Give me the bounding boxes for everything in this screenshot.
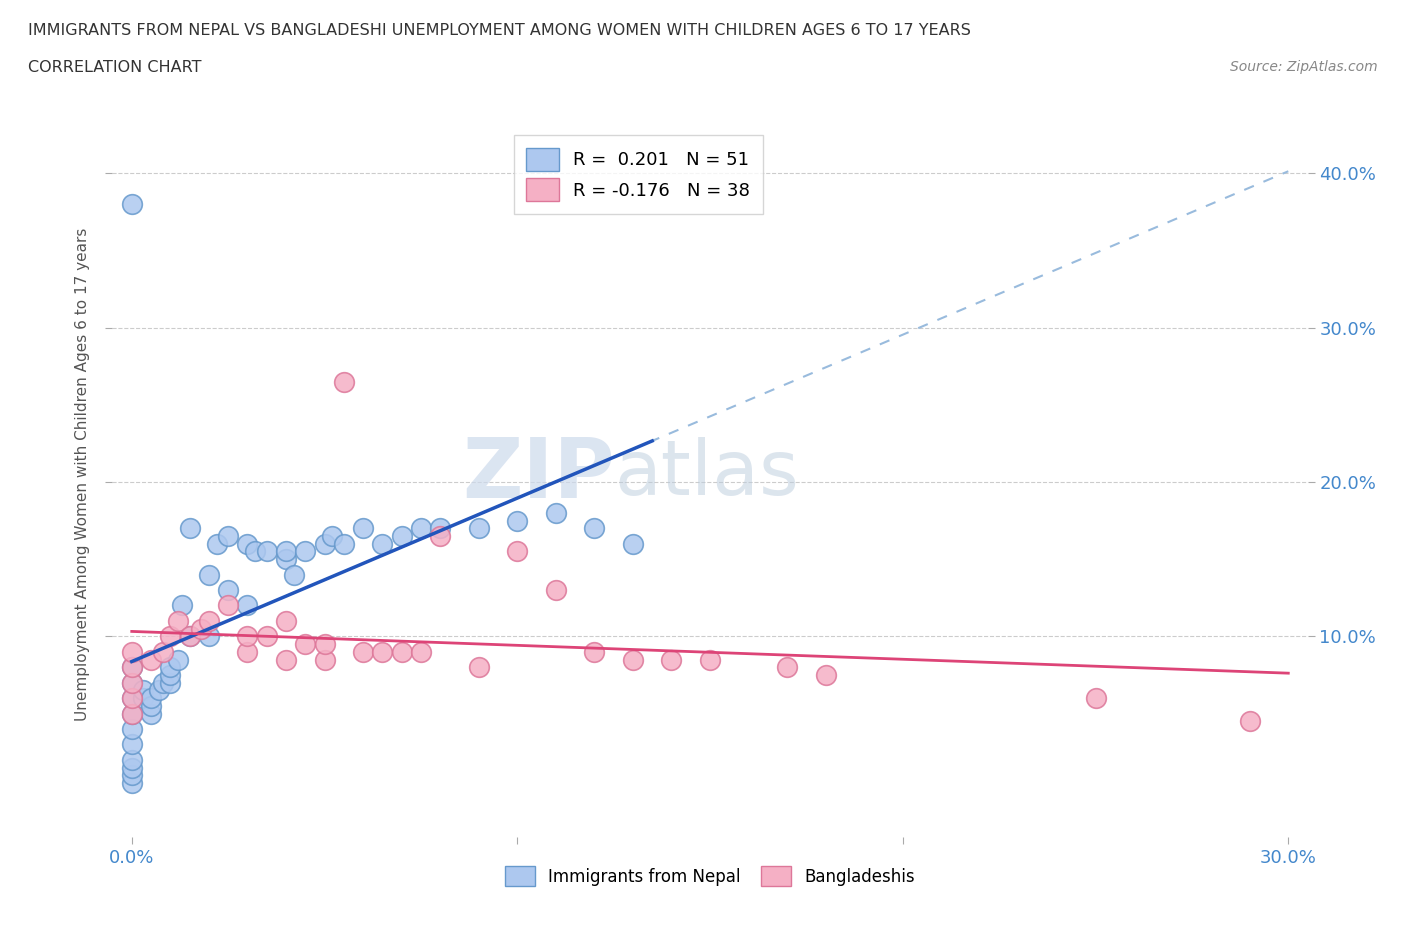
Point: [121, 722, 143, 737]
Point: [132, 683, 155, 698]
Point: [236, 598, 259, 613]
Point: [314, 637, 336, 652]
Point: [121, 776, 143, 790]
Point: [170, 598, 193, 613]
Point: [121, 644, 143, 659]
Point: [409, 521, 432, 536]
Point: [198, 567, 221, 582]
Point: [333, 537, 356, 551]
Point: [256, 544, 278, 559]
Point: [190, 621, 212, 636]
Point: [121, 706, 143, 721]
Point: [1239, 714, 1261, 729]
Point: [467, 659, 489, 674]
Point: [352, 521, 374, 536]
Point: [236, 644, 259, 659]
Point: [283, 567, 305, 582]
Point: [132, 691, 155, 706]
Point: [621, 537, 644, 551]
Point: [371, 644, 394, 659]
Point: [159, 675, 181, 690]
Point: [274, 544, 297, 559]
Point: [217, 582, 239, 597]
Point: [776, 659, 799, 674]
Point: [243, 544, 266, 559]
Point: [198, 614, 221, 629]
Point: [167, 652, 190, 667]
Point: [391, 644, 413, 659]
Point: [121, 659, 143, 674]
Point: [371, 537, 394, 551]
Point: [274, 652, 297, 667]
Point: [1084, 691, 1107, 706]
Point: [294, 544, 316, 559]
Point: [148, 683, 170, 698]
Point: [409, 644, 432, 659]
Point: [121, 760, 143, 775]
Text: ZIP: ZIP: [463, 433, 614, 515]
Point: [321, 528, 343, 543]
Point: [121, 197, 143, 212]
Point: [121, 691, 143, 706]
Point: [121, 675, 143, 690]
Point: [139, 698, 162, 713]
Point: [236, 537, 259, 551]
Point: [429, 521, 451, 536]
Point: [506, 544, 529, 559]
Text: IMMIGRANTS FROM NEPAL VS BANGLADESHI UNEMPLOYMENT AMONG WOMEN WITH CHILDREN AGES: IMMIGRANTS FROM NEPAL VS BANGLADESHI UNE…: [28, 23, 972, 38]
Point: [179, 521, 201, 536]
Point: [139, 652, 162, 667]
Point: [256, 629, 278, 644]
Legend: Immigrants from Nepal, Bangladeshis: Immigrants from Nepal, Bangladeshis: [496, 858, 924, 894]
Point: [314, 537, 336, 551]
Point: [699, 652, 721, 667]
Point: [159, 659, 181, 674]
Point: [152, 644, 174, 659]
Point: [198, 629, 221, 644]
Point: [159, 629, 181, 644]
Point: [152, 675, 174, 690]
Point: [121, 737, 143, 751]
Point: [294, 637, 316, 652]
Point: [814, 668, 837, 683]
Text: CORRELATION CHART: CORRELATION CHART: [28, 60, 201, 75]
Point: [583, 644, 606, 659]
Point: [544, 582, 567, 597]
Point: [167, 614, 190, 629]
Point: [121, 768, 143, 783]
Point: [121, 752, 143, 767]
Point: [391, 528, 413, 543]
Point: [544, 505, 567, 520]
Point: [274, 614, 297, 629]
Point: [121, 659, 143, 674]
Point: [179, 629, 201, 644]
Point: [236, 629, 259, 644]
Point: [467, 521, 489, 536]
Y-axis label: Unemployment Among Women with Children Ages 6 to 17 years: Unemployment Among Women with Children A…: [75, 228, 90, 721]
Point: [179, 629, 201, 644]
Text: Source: ZipAtlas.com: Source: ZipAtlas.com: [1230, 60, 1378, 74]
Text: atlas: atlas: [614, 437, 799, 512]
Point: [217, 528, 239, 543]
Point: [429, 528, 451, 543]
Point: [274, 551, 297, 566]
Point: [352, 644, 374, 659]
Point: [314, 652, 336, 667]
Point: [583, 521, 606, 536]
Point: [661, 652, 683, 667]
Point: [139, 691, 162, 706]
Point: [121, 691, 143, 706]
Point: [159, 668, 181, 683]
Point: [121, 675, 143, 690]
Point: [121, 706, 143, 721]
Point: [333, 374, 356, 389]
Point: [217, 598, 239, 613]
Point: [205, 537, 228, 551]
Point: [139, 706, 162, 721]
Point: [506, 513, 529, 528]
Point: [621, 652, 644, 667]
